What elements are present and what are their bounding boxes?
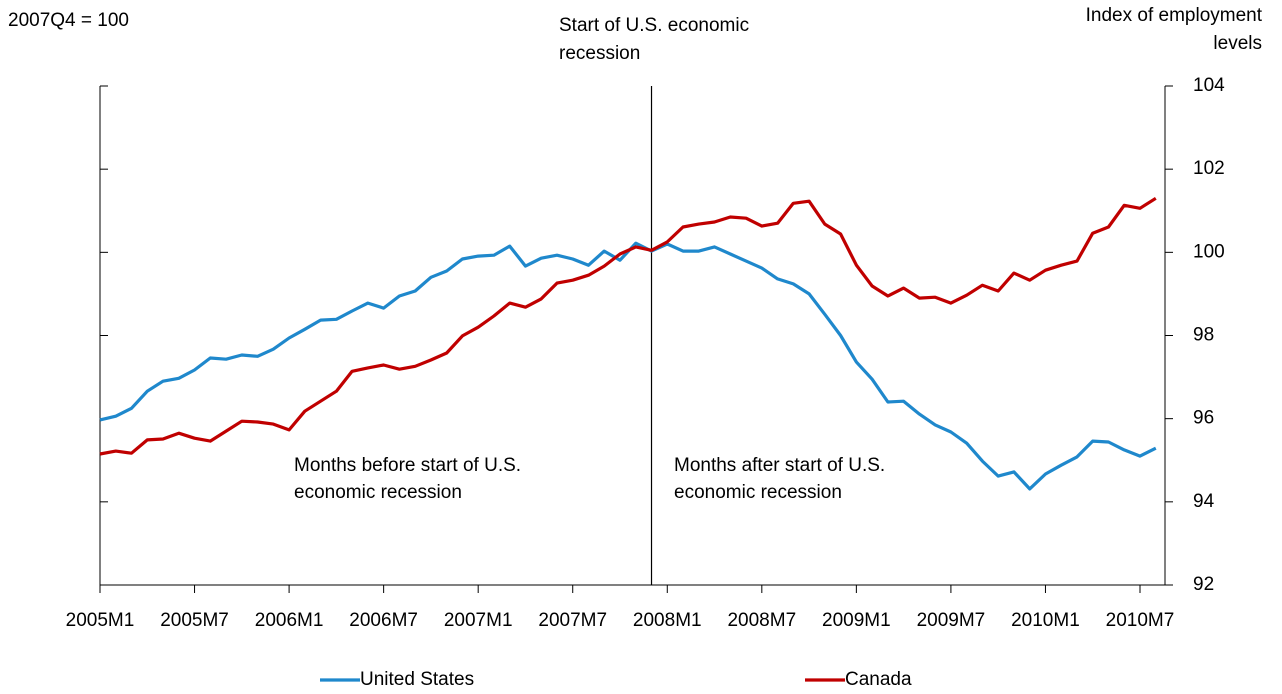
x-tick-label: 2009M1: [822, 610, 891, 631]
annotation: Start of U.S. economic: [559, 15, 749, 36]
legend-label: Canada: [845, 669, 912, 690]
x-tick-label: 2009M7: [917, 610, 986, 631]
y-tick-label: 100: [1193, 241, 1225, 262]
series-line: [99, 196, 1157, 456]
x-tick-label: 2006M1: [255, 610, 324, 631]
x-tick-label: 2006M7: [349, 610, 418, 631]
x-tick-label: 2007M7: [538, 610, 607, 631]
y-tick-label: 104: [1193, 75, 1225, 96]
annotation: recession: [559, 43, 640, 64]
x-tick-label: 2005M1: [66, 610, 135, 631]
x-tick-label: 2007M1: [444, 610, 513, 631]
y-axis-label: levels: [1213, 33, 1262, 54]
x-tick-label: 2005M7: [160, 610, 229, 631]
y-tick-label: 102: [1193, 158, 1225, 179]
subtitle: 2007Q4 = 100: [8, 10, 129, 31]
y-tick-label: 92: [1193, 574, 1214, 595]
annotation: economic recession: [674, 482, 842, 503]
x-tick-label: 2008M7: [727, 610, 796, 631]
y-axis-label: Index of employment: [1086, 5, 1263, 26]
series-line: [99, 241, 1157, 491]
y-tick-label: 94: [1193, 491, 1215, 512]
annotation: economic recession: [294, 482, 462, 503]
x-tick-label: 2010M1: [1011, 610, 1080, 631]
annotation: Months before start of U.S.: [294, 455, 521, 476]
legend-label: United States: [360, 669, 474, 690]
x-tick-label: 2010M7: [1106, 610, 1175, 631]
x-tick-label: 2008M1: [633, 610, 702, 631]
y-tick-label: 96: [1193, 408, 1214, 429]
annotation: Months after start of U.S.: [674, 455, 885, 476]
y-tick-label: 98: [1193, 325, 1214, 346]
